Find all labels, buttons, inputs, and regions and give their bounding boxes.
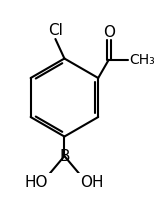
Text: Cl: Cl [48, 23, 63, 38]
Text: CH₃: CH₃ [129, 53, 155, 67]
Text: HO: HO [25, 175, 48, 190]
Text: OH: OH [81, 175, 104, 190]
Text: B: B [59, 148, 70, 164]
Text: O: O [103, 25, 115, 40]
